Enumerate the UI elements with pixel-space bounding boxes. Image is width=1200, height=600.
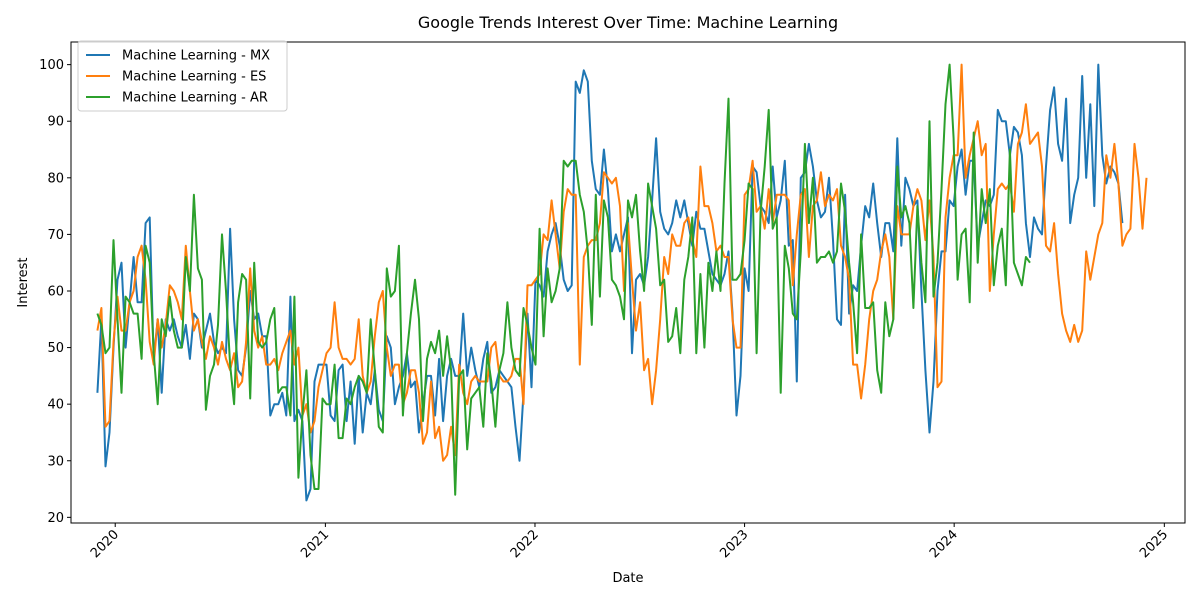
series-line-2 xyxy=(96,63,1031,496)
legend-label-2: Machine Learning - AR xyxy=(122,91,268,106)
y-axis: 20 30 40 50 60 70 80 90 100 xyxy=(39,58,71,526)
y-tick-label: 70 xyxy=(47,228,64,243)
series-line-0 xyxy=(96,63,1124,502)
y-tick-label: 100 xyxy=(39,58,64,73)
legend-label-1: Machine Learning - ES xyxy=(122,70,266,85)
x-axis-title: Date xyxy=(612,571,643,586)
y-tick-label: 90 xyxy=(47,115,64,130)
y-tick-label: 20 xyxy=(47,511,64,526)
legend-label-0: Machine Learning - MX xyxy=(122,49,270,64)
y-tick-label: 80 xyxy=(47,171,64,186)
series-line-1 xyxy=(96,63,1148,462)
y-tick-label: 50 xyxy=(47,341,64,356)
y-axis-title: Interest xyxy=(16,257,31,307)
series-layer xyxy=(96,63,1148,502)
y-tick-label: 40 xyxy=(47,398,64,413)
y-tick-label: 60 xyxy=(47,284,64,299)
plot-frame xyxy=(70,41,1186,524)
y-tick-label: 30 xyxy=(47,454,64,469)
legend: Machine Learning - MX Machine Learning - … xyxy=(77,40,288,112)
legend-box xyxy=(77,40,288,112)
chart-title: Google Trends Interest Over Time: Machin… xyxy=(418,13,838,32)
